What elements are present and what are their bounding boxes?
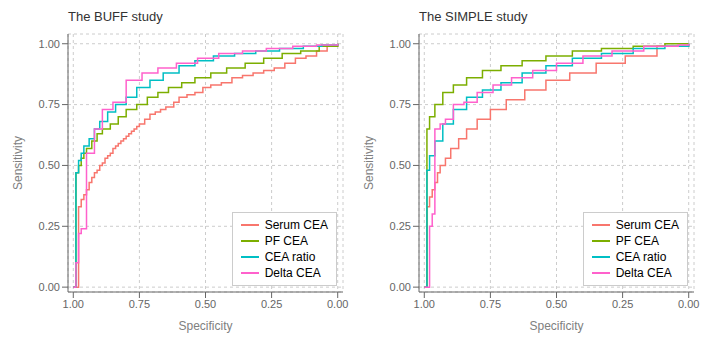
svg-text:Sensitivity: Sensitivity [11,136,25,190]
html-text:PF CEA: PF CEA [615,234,659,248]
svg-text:Specificity: Specificity [529,319,583,333]
html-text:The SIMPLE study: The SIMPLE study [419,9,528,24]
svg-text:0.75: 0.75 [480,298,501,310]
svg-text:0.25: 0.25 [390,220,411,232]
svg-text:0.50: 0.50 [39,159,60,171]
html-text:CEA ratio: CEA ratio [264,250,316,264]
html-text:Serum CEA: Serum CEA [615,218,679,232]
html-text:CEA ratio: CEA ratio [615,250,667,264]
svg-text:1.00: 1.00 [39,38,60,50]
svg-text:0.50: 0.50 [546,298,567,310]
svg-text:0.25: 0.25 [612,298,633,310]
svg-text:0.00: 0.00 [678,298,699,310]
svg-text:0.00: 0.00 [327,298,348,310]
svg-text:1.00: 1.00 [414,298,435,310]
html-text:The BUFF study: The BUFF study [68,9,163,24]
html-text:Delta CEA: Delta CEA [615,266,672,280]
svg-text:0.00: 0.00 [390,281,411,293]
svg-text:Sensitivity: Sensitivity [362,136,376,190]
svg-text:0.75: 0.75 [390,98,411,110]
svg-text:0.50: 0.50 [195,298,216,310]
svg-text:0.25: 0.25 [261,298,282,310]
html-text:Delta CEA: Delta CEA [264,266,321,280]
svg-text:Specificity: Specificity [178,319,232,333]
html-text:Serum CEA: Serum CEA [264,218,328,232]
html-text:PF CEA: PF CEA [264,234,308,248]
svg-text:0.75: 0.75 [39,98,60,110]
svg-text:0.00: 0.00 [39,281,60,293]
svg-text:0.25: 0.25 [39,220,60,232]
svg-text:0.75: 0.75 [129,298,150,310]
svg-text:0.50: 0.50 [390,159,411,171]
svg-text:1.00: 1.00 [390,38,411,50]
svg-text:1.00: 1.00 [63,298,84,310]
